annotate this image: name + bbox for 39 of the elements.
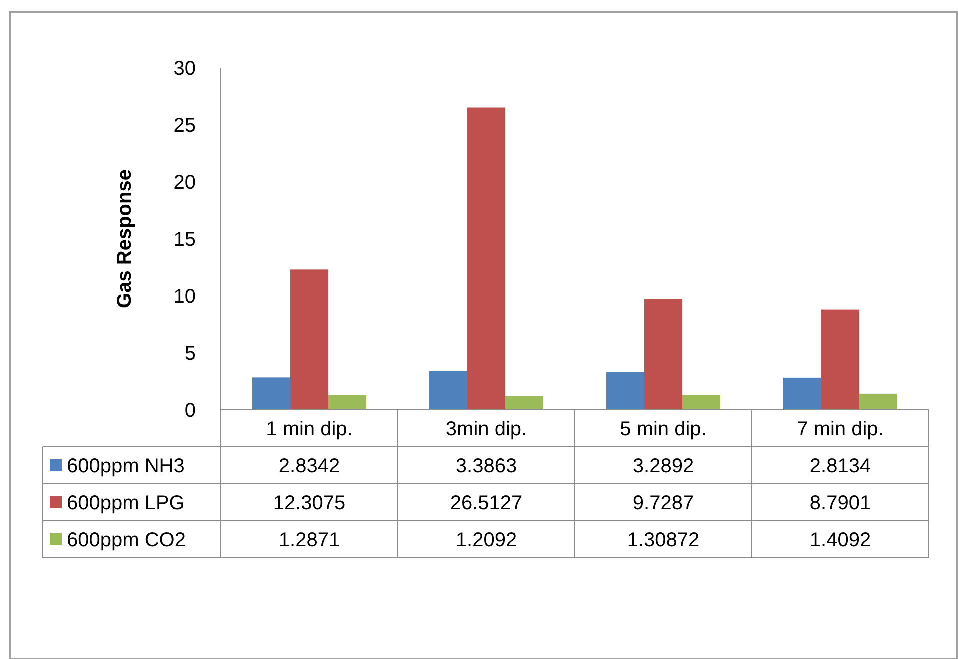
- bar: [644, 299, 682, 410]
- data-label: 1.2092: [456, 530, 518, 552]
- data-label: 26.5127: [450, 492, 523, 514]
- bar: [606, 372, 644, 410]
- data-label: 1.2871: [278, 530, 340, 552]
- legend-label: 600ppm CO2: [67, 530, 186, 552]
- y-tick-label: 0: [184, 400, 196, 422]
- bar: [682, 395, 720, 410]
- bar: [860, 394, 898, 410]
- bar: [506, 396, 544, 410]
- data-label: 1.30872: [627, 530, 700, 552]
- data-label: 3.2892: [632, 456, 694, 478]
- y-axis-title: Gas Response: [114, 170, 136, 308]
- y-tick-label: 5: [184, 343, 196, 365]
- data-label: 2.8134: [810, 456, 872, 478]
- bar: [468, 108, 506, 410]
- y-tick-label: 15: [174, 229, 196, 251]
- y-tick-label: 20: [174, 172, 196, 194]
- bar: [252, 378, 290, 410]
- data-label: 8.7901: [810, 492, 872, 514]
- bar: [328, 395, 366, 410]
- x-tick-label: 3min dip.: [446, 418, 528, 440]
- bar: [430, 371, 468, 410]
- y-tick-label: 25: [174, 115, 196, 137]
- x-tick-label: 1 min dip.: [266, 418, 353, 440]
- data-label: 2.8342: [278, 456, 340, 478]
- data-label: 1.4092: [810, 530, 872, 552]
- bar: [784, 378, 822, 410]
- data-label: 3.3863: [456, 456, 518, 478]
- x-tick-label: 7 min dip.: [797, 418, 884, 440]
- data-label: 12.3075: [273, 492, 346, 514]
- legend-label: 600ppm NH3: [67, 456, 185, 478]
- legend-label: 600ppm LPG: [67, 492, 185, 514]
- data-label: 9.7287: [632, 492, 694, 514]
- y-tick-label: 30: [174, 58, 196, 80]
- bar: [822, 310, 860, 410]
- y-tick-label: 10: [174, 286, 196, 308]
- x-tick-label: 5 min dip.: [620, 418, 707, 440]
- bar: [290, 270, 328, 410]
